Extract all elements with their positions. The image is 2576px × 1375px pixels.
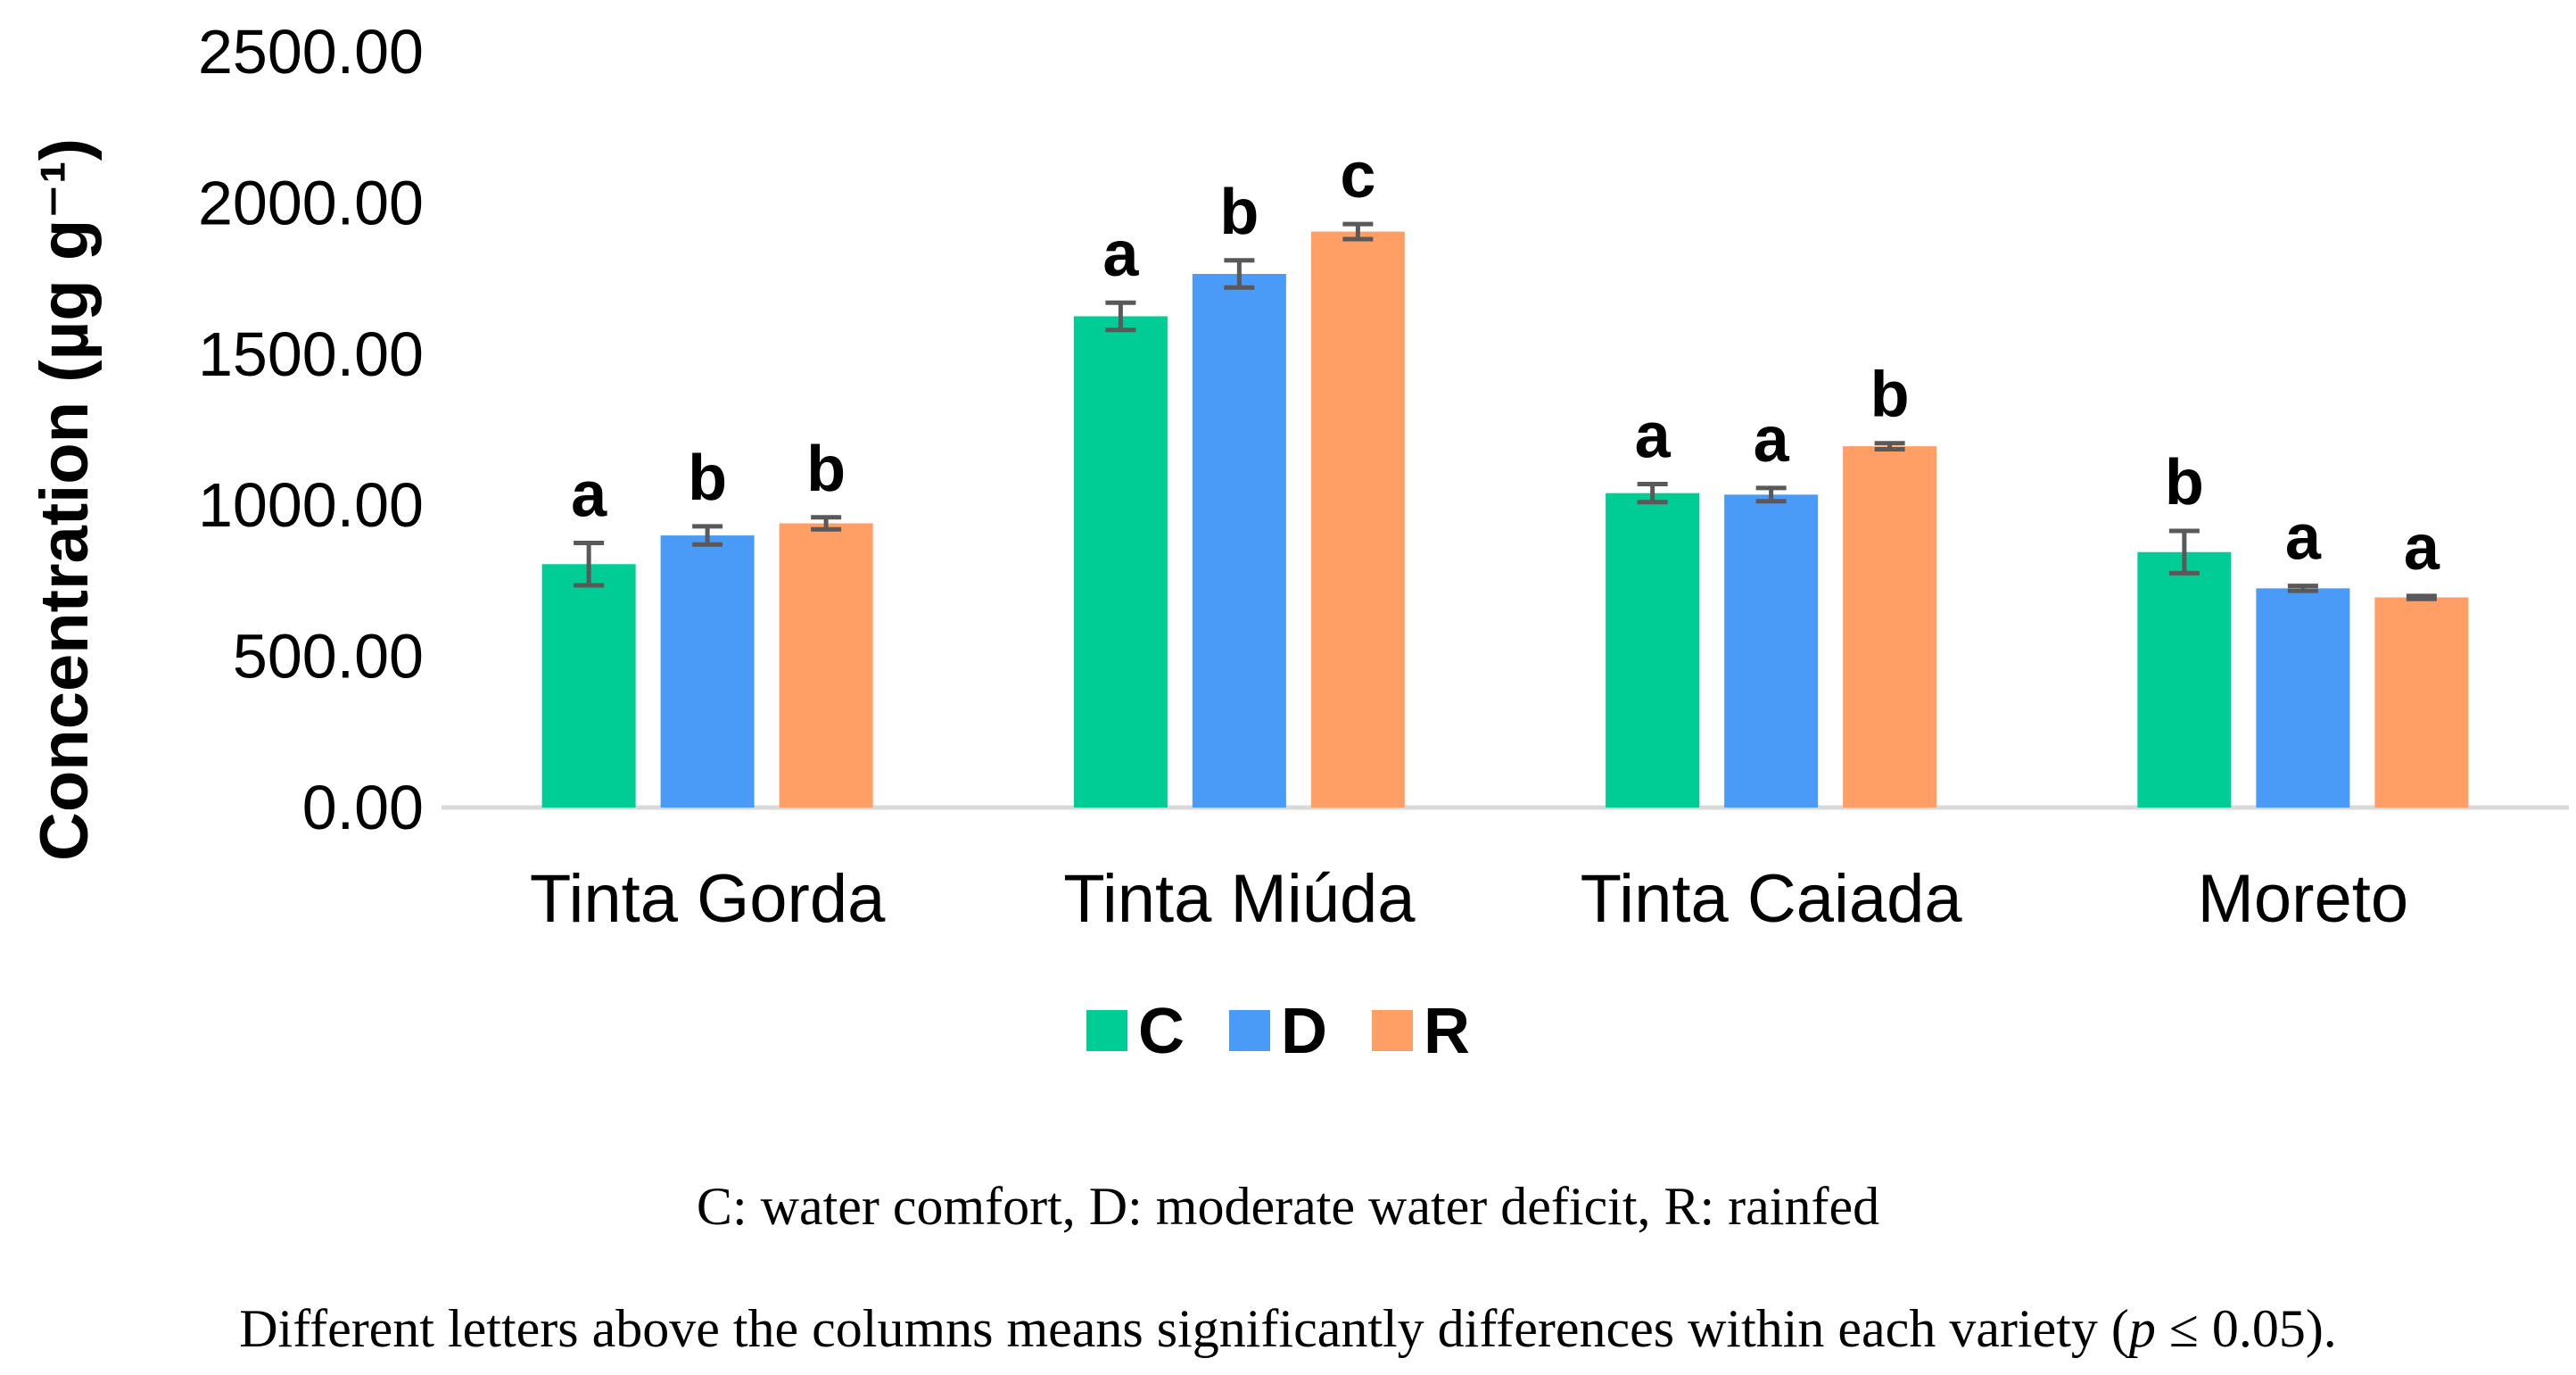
significance-letter: b bbox=[688, 443, 727, 514]
y-tick-label: 1000.00 bbox=[198, 470, 424, 540]
significance-letter: a bbox=[1754, 404, 1790, 476]
bar bbox=[1073, 316, 1168, 808]
significance-letter: a bbox=[1102, 219, 1139, 290]
significance-letter: a bbox=[1635, 400, 1672, 471]
significance-letter: b bbox=[1870, 360, 1910, 431]
caption-legend-explanation: C: water comfort, D: moderate water defi… bbox=[696, 1177, 1880, 1236]
bar bbox=[2374, 597, 2469, 808]
bar bbox=[1724, 494, 1819, 808]
y-axis-title: Concentration (µg g⁻¹) bbox=[27, 138, 103, 861]
bar bbox=[660, 535, 755, 808]
error-bars bbox=[574, 221, 2437, 601]
bar bbox=[779, 523, 873, 808]
significance-letter: a bbox=[571, 460, 607, 531]
x-category-label: Moreto bbox=[2198, 861, 2409, 937]
legend-label: D bbox=[1281, 996, 1327, 1067]
significance-letters: a b b a b c a a b b a a bbox=[571, 140, 2440, 584]
legend-swatch bbox=[1372, 1010, 1413, 1051]
x-category-label: Tinta Caiada bbox=[1581, 861, 1963, 937]
bar-chart: 0.00 500.00 1000.00 1500.00 2000.00 2500.00 a… bbox=[27, 17, 2569, 1067]
legend-label: R bbox=[1424, 996, 1470, 1067]
x-category-label: Tinta Gorda bbox=[530, 861, 886, 937]
significance-letter: b bbox=[1219, 177, 1259, 248]
bar bbox=[1843, 446, 1937, 808]
x-axis-labels: Tinta Gorda Tinta Miúda Tinta Caiada Moreto bbox=[530, 861, 2408, 937]
y-tick-label: 0.00 bbox=[302, 773, 424, 842]
y-tick-label: 500.00 bbox=[233, 622, 424, 692]
y-tick-label: 1500.00 bbox=[198, 319, 424, 389]
bar bbox=[2137, 551, 2232, 808]
legend-swatch bbox=[1086, 1010, 1127, 1051]
caption-significance-note: Different letters above the columns mean… bbox=[239, 1299, 2337, 1358]
y-axis-ticks: 0.00 500.00 1000.00 1500.00 2000.00 2500.00 bbox=[198, 17, 424, 842]
significance-letter: b bbox=[806, 434, 846, 505]
significance-letter: a bbox=[2404, 512, 2440, 584]
bar bbox=[1192, 274, 1286, 808]
significance-letter: c bbox=[1340, 140, 1375, 211]
bars bbox=[541, 231, 2469, 808]
y-tick-label: 2000.00 bbox=[198, 168, 424, 237]
bar bbox=[1606, 493, 1700, 808]
significance-letter: a bbox=[2285, 502, 2322, 574]
x-category-label: Tinta Miúda bbox=[1063, 861, 1416, 937]
legend-swatch bbox=[1229, 1010, 1270, 1051]
bar bbox=[1310, 231, 1405, 808]
bar bbox=[2256, 588, 2350, 808]
significance-letter: b bbox=[2165, 447, 2204, 518]
y-tick-label: 2500.00 bbox=[198, 17, 424, 87]
legend-label: C bbox=[1138, 996, 1185, 1067]
bar bbox=[541, 564, 636, 808]
